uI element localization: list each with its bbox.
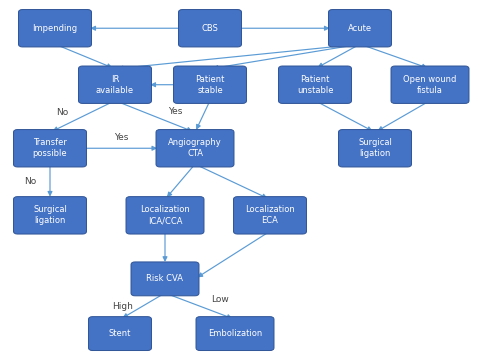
FancyBboxPatch shape [178, 10, 242, 47]
FancyBboxPatch shape [131, 262, 199, 296]
Text: Localization
ICA/CCA: Localization ICA/CCA [140, 205, 190, 225]
Text: Risk CVA: Risk CVA [146, 274, 184, 283]
Text: Patient
stable: Patient stable [196, 75, 224, 95]
Text: Patient
unstable: Patient unstable [297, 75, 333, 95]
Text: Angiography
CTA: Angiography CTA [168, 138, 222, 158]
Text: No: No [56, 108, 68, 118]
FancyBboxPatch shape [391, 66, 469, 103]
FancyBboxPatch shape [234, 197, 306, 234]
Text: Impending: Impending [32, 24, 78, 33]
FancyBboxPatch shape [156, 130, 234, 167]
FancyBboxPatch shape [78, 66, 152, 103]
FancyBboxPatch shape [196, 317, 274, 351]
Text: Surgical
ligation: Surgical ligation [358, 138, 392, 158]
FancyBboxPatch shape [278, 66, 351, 103]
Text: Embolization: Embolization [208, 329, 262, 338]
Text: Yes: Yes [168, 107, 182, 116]
FancyBboxPatch shape [14, 130, 86, 167]
Text: Open wound
fistula: Open wound fistula [404, 75, 456, 95]
Text: Stent: Stent [109, 329, 131, 338]
Text: CBS: CBS [202, 24, 218, 33]
Text: Yes: Yes [114, 133, 128, 142]
Text: Acute: Acute [348, 24, 372, 33]
FancyBboxPatch shape [14, 197, 86, 234]
Text: Transfer
possible: Transfer possible [32, 138, 68, 158]
FancyBboxPatch shape [328, 10, 392, 47]
FancyBboxPatch shape [126, 197, 204, 234]
FancyBboxPatch shape [174, 66, 246, 103]
Text: IR
available: IR available [96, 75, 134, 95]
Text: Surgical
ligation: Surgical ligation [33, 205, 67, 225]
Text: Localization
ECA: Localization ECA [245, 205, 295, 225]
FancyBboxPatch shape [88, 317, 152, 351]
Text: Low: Low [211, 295, 229, 304]
Text: High: High [112, 302, 133, 311]
FancyBboxPatch shape [18, 10, 92, 47]
FancyBboxPatch shape [338, 130, 411, 167]
Text: No: No [24, 177, 36, 186]
